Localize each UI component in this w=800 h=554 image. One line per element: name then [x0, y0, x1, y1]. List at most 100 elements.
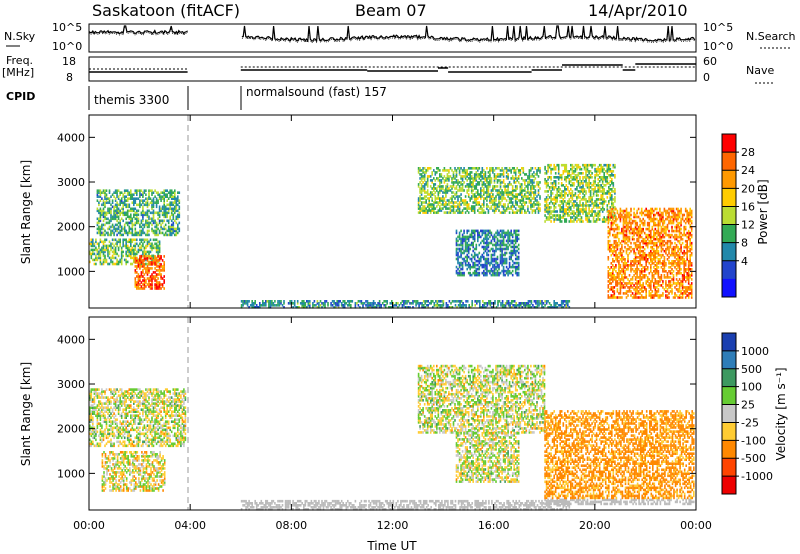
data-cell — [149, 242, 152, 246]
data-cell — [511, 189, 514, 192]
data-cell — [134, 252, 137, 256]
data-cell — [139, 277, 141, 280]
data-cell — [514, 185, 517, 188]
data-cell — [607, 290, 610, 293]
data-cell — [592, 218, 595, 221]
data-cell — [116, 260, 118, 264]
data-cell — [614, 163, 616, 167]
data-cell — [656, 251, 658, 255]
data-cell — [513, 261, 515, 265]
data-cell — [594, 220, 596, 223]
data-cell — [603, 188, 605, 191]
data-cell — [478, 201, 481, 204]
data-cell — [551, 210, 554, 213]
data-cell — [137, 285, 140, 288]
data-cell — [657, 213, 660, 217]
data-cell — [660, 243, 663, 247]
data-cell — [105, 217, 108, 221]
data-cell — [660, 249, 663, 253]
data-cell — [625, 282, 628, 285]
data-cell — [630, 264, 632, 267]
data-cell — [457, 181, 459, 184]
data-cell — [657, 270, 660, 273]
data-cell — [142, 193, 144, 196]
data-cell — [426, 211, 429, 214]
data-cell — [507, 237, 509, 241]
data-cell — [146, 257, 149, 260]
data-cell — [677, 266, 679, 269]
data-cell — [499, 185, 502, 188]
data-cell — [172, 217, 175, 221]
data-cell — [423, 209, 426, 212]
data-cell — [464, 259, 467, 263]
data-cell — [426, 193, 429, 196]
data-cell — [111, 238, 114, 242]
data-cell — [556, 192, 558, 195]
data-cell — [585, 212, 587, 215]
data-cell — [499, 259, 502, 263]
data-cell — [662, 223, 664, 227]
data-cell — [99, 256, 102, 260]
data-cell — [628, 235, 631, 239]
data-cell — [98, 209, 100, 213]
data-cell — [175, 205, 178, 209]
data-cell — [428, 207, 430, 210]
data-cell — [675, 213, 678, 217]
data-cell — [634, 278, 637, 281]
data-cell — [470, 235, 473, 239]
data-cell — [154, 231, 156, 235]
data-cell — [460, 211, 462, 214]
data-cell — [442, 169, 444, 172]
data-cell — [622, 284, 625, 287]
data-cell — [654, 207, 657, 211]
data-cell — [668, 260, 670, 263]
data-cell — [151, 201, 153, 204]
data-cell — [102, 248, 105, 252]
data-cell — [677, 209, 679, 213]
data-cell — [533, 209, 535, 212]
data-cell — [417, 201, 420, 204]
data-cell — [149, 201, 152, 204]
data-cell — [475, 197, 478, 200]
data-cell — [516, 235, 518, 239]
data-cell — [472, 183, 474, 186]
data-cell — [653, 294, 655, 297]
data-cell — [99, 207, 102, 211]
data-cell — [461, 267, 464, 271]
data-cell — [492, 265, 494, 269]
data-cell — [619, 231, 622, 235]
data-cell — [466, 253, 468, 257]
data-cell — [478, 173, 481, 176]
data-cell — [134, 217, 137, 221]
data-cell — [498, 209, 500, 212]
data-cell — [466, 235, 468, 239]
data-cell — [140, 189, 143, 192]
data-cell — [674, 235, 676, 239]
data-cell — [660, 211, 663, 215]
data-cell — [139, 205, 141, 209]
data-cell — [607, 258, 610, 261]
data-cell — [452, 171, 455, 174]
data-cell — [498, 193, 500, 196]
data-cell — [140, 255, 143, 258]
data-cell — [460, 183, 462, 186]
data-cell — [140, 257, 143, 260]
data-cell — [568, 198, 571, 201]
data-cell — [475, 183, 478, 186]
data-cell — [95, 262, 97, 266]
data-cell — [636, 292, 638, 295]
data-cell — [680, 284, 682, 287]
data-cell — [597, 204, 599, 207]
data-cell — [155, 285, 158, 288]
data-cell — [607, 215, 610, 219]
data-cell — [612, 206, 615, 209]
data-cell — [631, 276, 634, 279]
data-cell — [107, 227, 109, 231]
data-cell — [560, 200, 563, 203]
data-cell — [639, 227, 641, 231]
data-cell — [630, 245, 632, 249]
data-cell — [108, 227, 111, 231]
data-cell — [116, 215, 118, 219]
data-cell — [481, 195, 484, 198]
data-cell — [519, 207, 522, 210]
